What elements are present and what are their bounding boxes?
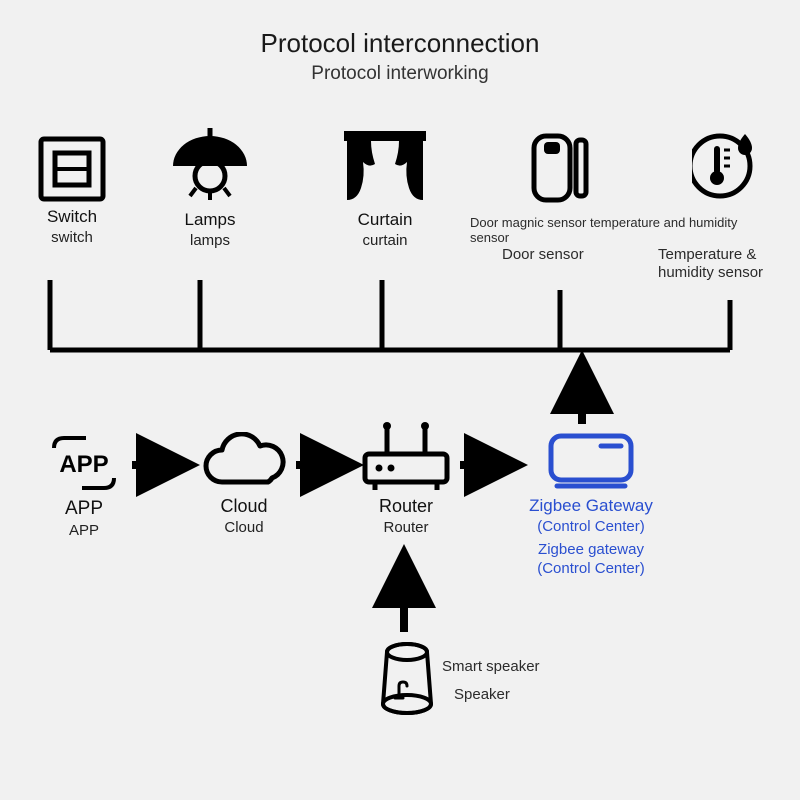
speaker-icon	[375, 640, 439, 720]
app-icon: APP	[48, 432, 120, 494]
app-sublabel: APP	[36, 522, 132, 539]
router-sublabel: Router	[356, 519, 456, 536]
svg-text:APP: APP	[59, 451, 108, 478]
node-app: APP APP APP	[36, 432, 132, 539]
cloud-label: Cloud	[192, 496, 296, 517]
gateway-label: Zigbee Gateway	[516, 496, 666, 516]
router-icon	[359, 420, 453, 492]
app-label: APP	[36, 498, 132, 520]
cloud-icon	[198, 432, 290, 492]
node-gateway: Zigbee Gateway (Control Center) Zigbee g…	[516, 430, 666, 577]
cloud-sublabel: Cloud	[192, 519, 296, 536]
gateway-extra2: (Control Center)	[516, 560, 666, 577]
speaker-sublabel: Speaker	[454, 686, 510, 703]
speaker-label: Smart speaker	[442, 658, 540, 675]
gateway-sublabel: (Control Center)	[516, 518, 666, 535]
gateway-icon	[545, 430, 637, 492]
node-cloud: Cloud Cloud	[192, 432, 296, 536]
node-router: Router Router	[356, 420, 456, 536]
node-speaker	[362, 640, 452, 720]
gateway-extra1: Zigbee gateway	[516, 541, 666, 558]
router-label: Router	[356, 496, 456, 517]
diagram-stage: Protocol interconnection Protocol interw…	[0, 0, 800, 800]
